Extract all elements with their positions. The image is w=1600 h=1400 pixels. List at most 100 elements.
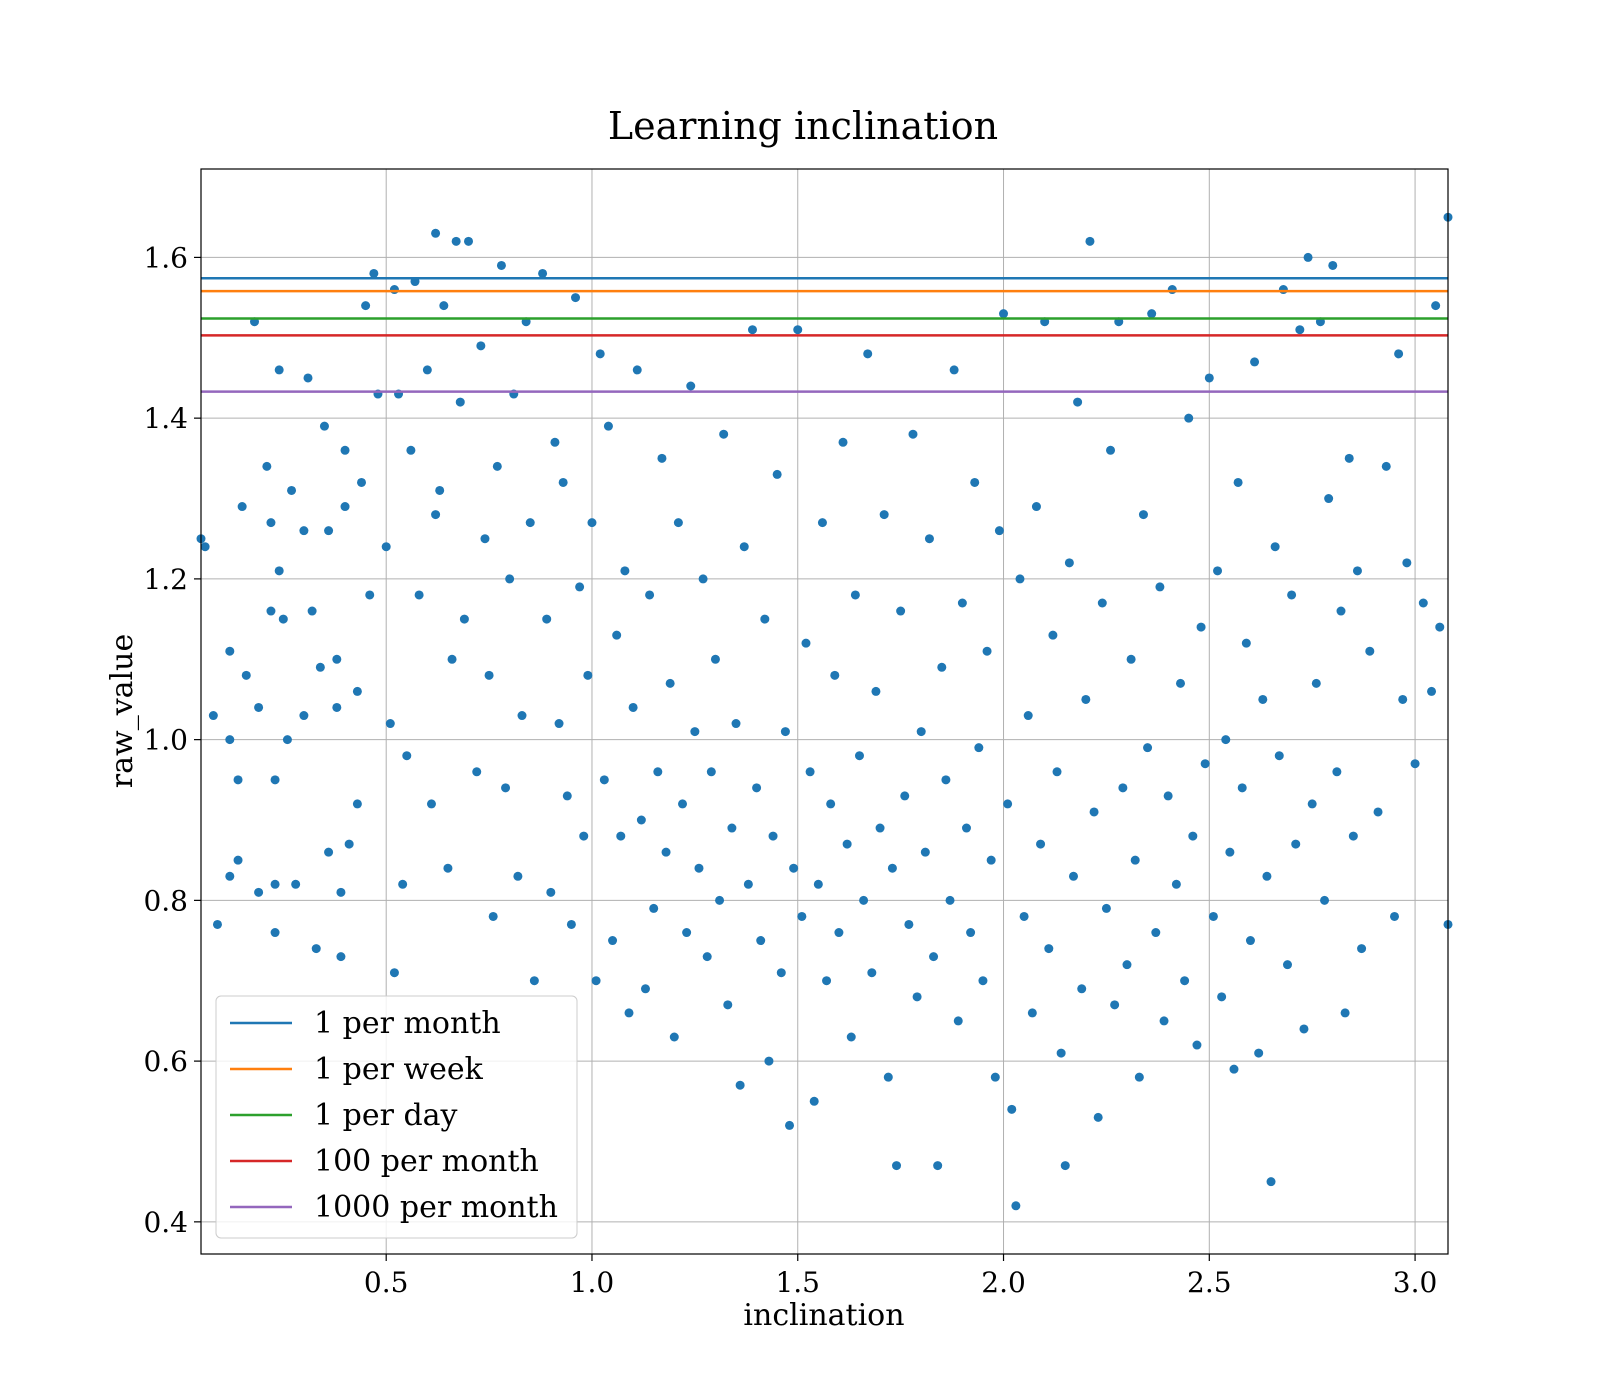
- data-point-187: [953, 1016, 963, 1026]
- data-point-181: [929, 952, 939, 962]
- data-point-269: [1291, 839, 1301, 849]
- data-point-155: [822, 976, 832, 986]
- data-point-228: [1122, 960, 1132, 970]
- data-point-26: [299, 526, 309, 536]
- data-point-141: [764, 1056, 774, 1066]
- data-point-22: [278, 614, 288, 624]
- data-point-266: [1278, 285, 1288, 295]
- data-point-203: [1019, 911, 1029, 921]
- data-point-214: [1064, 558, 1074, 568]
- data-point-133: [731, 719, 741, 729]
- data-point-67: [451, 236, 461, 246]
- threshold-lines: [201, 277, 1448, 393]
- data-point-233: [1143, 743, 1153, 753]
- data-point-168: [875, 823, 885, 833]
- data-point-237: [1159, 1016, 1169, 1026]
- data-point-145: [780, 727, 790, 737]
- data-point-23: [282, 735, 292, 745]
- data-point-30: [311, 944, 321, 954]
- data-point-28: [303, 373, 313, 383]
- data-point-253: [1225, 847, 1235, 857]
- data-point-217: [1077, 984, 1087, 994]
- data-point-104: [612, 630, 622, 640]
- legend-box: [215, 995, 578, 1239]
- data-point-213: [1060, 1161, 1070, 1171]
- data-point-241: [1175, 678, 1185, 688]
- data-point-175: [904, 919, 914, 929]
- data-point-97: [583, 670, 593, 680]
- data-point-37: [336, 887, 346, 897]
- y-tick-label-2: 0.8: [143, 884, 188, 917]
- data-point-161: [846, 1032, 856, 1042]
- data-point-258: [1245, 936, 1255, 946]
- data-point-5: [225, 735, 235, 745]
- legend-label-0: 1 per month: [314, 1006, 501, 1041]
- data-point-276: [1320, 895, 1330, 905]
- data-point-78: [501, 783, 511, 793]
- data-point-136: [743, 879, 753, 889]
- data-point-112: [645, 590, 655, 600]
- x-axis-ticks: 0.5 1.0 1.5 2.0 2.5 3.0: [364, 1254, 1437, 1299]
- data-point-52: [389, 968, 399, 978]
- data-point-201: [1011, 1201, 1021, 1211]
- data-point-282: [1344, 453, 1354, 463]
- data-point-122: [686, 381, 696, 391]
- data-point-194: [982, 646, 992, 656]
- data-point-79: [505, 574, 515, 584]
- data-point-134: [735, 1080, 745, 1090]
- data-point-212: [1056, 1048, 1066, 1058]
- data-point-185: [945, 895, 955, 905]
- data-point-36: [332, 702, 342, 712]
- data-point-216: [1073, 397, 1083, 407]
- data-point-242: [1180, 976, 1190, 986]
- data-point-281: [1340, 1008, 1350, 1018]
- data-point-60: [426, 799, 436, 809]
- data-point-103: [608, 936, 618, 946]
- data-point-271: [1299, 1024, 1309, 1034]
- data-point-211: [1052, 767, 1062, 777]
- data-point-89: [550, 437, 560, 447]
- data-point-157: [830, 670, 840, 680]
- data-point-20: [274, 365, 284, 375]
- data-point-245: [1192, 1040, 1202, 1050]
- data-point-41: [344, 839, 354, 849]
- data-point-192: [974, 743, 984, 753]
- data-point-243: [1184, 413, 1194, 423]
- data-point-257: [1241, 638, 1251, 648]
- data-point-51: [389, 285, 399, 295]
- legend-label-4: 1000 per month: [314, 1190, 558, 1225]
- data-point-174: [900, 791, 910, 801]
- data-point-190: [966, 928, 976, 938]
- x-tick-label-2: 1.5: [775, 1266, 820, 1299]
- y-tick-label-0: 0.4: [143, 1206, 188, 1239]
- data-point-256: [1237, 783, 1247, 793]
- data-point-246: [1196, 622, 1206, 632]
- data-point-291: [1398, 694, 1408, 704]
- data-point-86: [538, 268, 548, 278]
- data-point-215: [1068, 871, 1078, 881]
- data-point-85: [529, 976, 539, 986]
- data-point-297: [1435, 622, 1445, 632]
- data-point-25: [291, 879, 301, 889]
- data-point-75: [488, 911, 498, 921]
- data-point-47: [369, 268, 379, 278]
- data-point-120: [678, 799, 688, 809]
- data-point-247: [1200, 759, 1210, 769]
- data-point-189: [961, 823, 971, 833]
- data-point-62: [431, 228, 441, 238]
- data-point-229: [1126, 654, 1136, 664]
- data-point-263: [1266, 1177, 1276, 1187]
- data-point-193: [978, 976, 988, 986]
- data-point-169: [879, 510, 889, 520]
- data-point-199: [1003, 799, 1013, 809]
- data-point-99: [591, 976, 601, 986]
- data-point-218: [1081, 694, 1091, 704]
- data-point-98: [587, 518, 597, 528]
- data-point-227: [1118, 783, 1128, 793]
- data-point-284: [1352, 566, 1362, 576]
- data-point-202: [1015, 574, 1025, 584]
- data-point-69: [459, 614, 469, 624]
- data-point-16: [266, 606, 276, 616]
- data-point-65: [443, 863, 453, 873]
- data-point-93: [566, 919, 576, 929]
